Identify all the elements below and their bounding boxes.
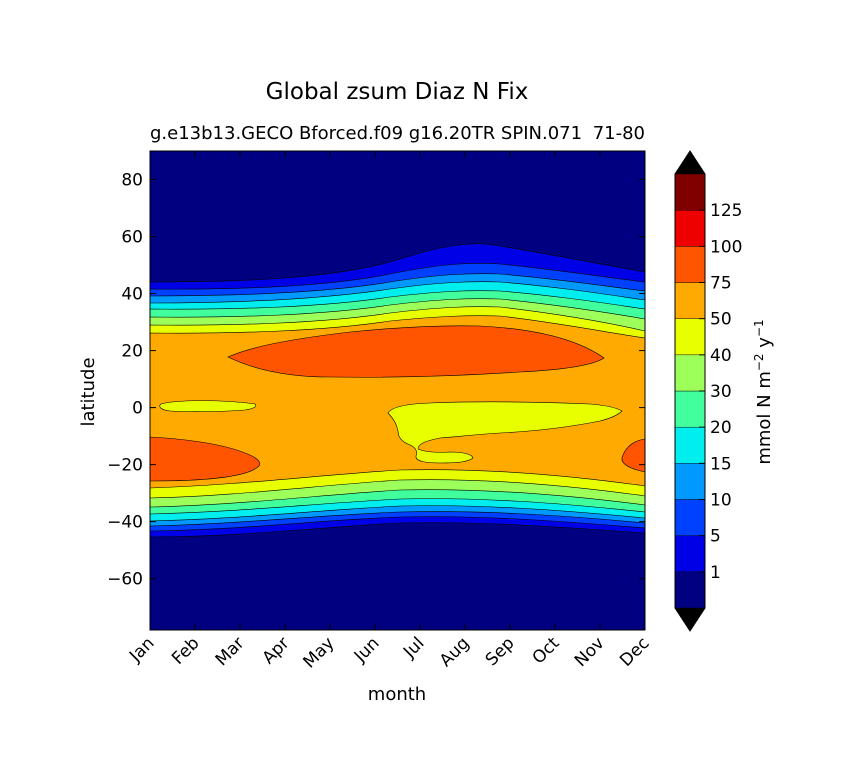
colorbar-segment	[674, 318, 706, 356]
colorbar-segment	[674, 571, 706, 609]
colorbar-tick-label: 10	[710, 491, 732, 511]
colorbar-tick-label: 40	[710, 346, 732, 366]
y-tick-label: −60	[107, 570, 143, 590]
colorbar-label-exp2: −1	[752, 319, 766, 337]
y-tick-label: 60	[121, 228, 143, 248]
contour-band-75-south-east	[621, 438, 645, 473]
colorbar-outline	[674, 150, 706, 632]
y-tick-label: 20	[121, 342, 143, 362]
x-tick-label: Jan	[125, 633, 158, 666]
y-tick-label: 80	[121, 171, 143, 191]
y-tick-label: −20	[107, 456, 143, 476]
y-axis-label: latitude	[78, 357, 99, 426]
x-tick-label: Sep	[482, 633, 519, 670]
contour-band-40-east-equator	[387, 401, 623, 464]
x-tick-label: Feb	[168, 633, 203, 668]
colorbar-segment	[674, 535, 706, 573]
colorbar-segment	[674, 426, 706, 464]
colorbar-label-main: mmol N m	[754, 371, 775, 465]
colorbar-label: mmol N m−2 y−1	[752, 319, 775, 464]
chart-subtitle-left: g.e13b13.GECO Bforced.f09 g16.20TR SPIN.…	[150, 123, 582, 144]
x-tick-label: Oct	[529, 633, 564, 668]
y-tick-label: 40	[121, 285, 143, 305]
colorbar-tick-label: 50	[710, 310, 732, 330]
colorbar-tick-label: 100	[710, 237, 742, 257]
x-tick-label: May	[300, 633, 339, 672]
x-axis-label: month	[368, 684, 426, 705]
contour-band-75-south-west	[150, 436, 261, 482]
colorbar-segment	[674, 499, 706, 536]
colorbar-tick-label: 1	[710, 563, 721, 583]
colorbar-segment	[674, 246, 706, 283]
x-tick-label: Apr	[259, 633, 294, 668]
colorbar-tick-label: 15	[710, 454, 732, 474]
y-axis: 80 60 40 20 0 −20 −40 −60	[107, 171, 645, 590]
colorbar-segment	[674, 390, 706, 428]
plot-area	[150, 151, 645, 630]
colorbar-segment	[674, 354, 706, 392]
contour-band-40-west-equator	[159, 400, 257, 412]
x-tick-label: Jun	[350, 633, 384, 667]
contour-band-75-north	[227, 325, 605, 378]
x-tick-label: Jul	[399, 633, 428, 662]
colorbar-segment	[674, 209, 706, 247]
x-tick-label: Dec	[616, 633, 653, 670]
colorbar-tick-label: 5	[710, 527, 721, 547]
colorbar-extend-bottom	[675, 608, 705, 631]
y-tick-label: −40	[107, 513, 143, 533]
colorbar-tick-label: 125	[710, 201, 742, 221]
x-tick-label: Nov	[571, 633, 609, 671]
colorbar-tick-label: 30	[710, 382, 732, 402]
colorbar-tick-label: 20	[710, 418, 732, 438]
colorbar-segment	[674, 463, 706, 500]
x-tick-label: Mar	[212, 633, 249, 670]
chart-title: Global zsum Diaz N Fix	[266, 79, 529, 105]
colorbar-tick-label: 75	[710, 274, 732, 294]
y-tick-label: 0	[132, 399, 143, 419]
colorbar-extend-top	[675, 151, 705, 174]
chart-subtitle-right: 71-80	[593, 123, 645, 144]
colorbar-label-exp1: −2	[752, 353, 766, 371]
colorbar-label-mid: y	[754, 337, 775, 354]
plot-frame	[149, 150, 646, 631]
colorbar-segment	[674, 282, 706, 319]
x-tick-label: Aug	[436, 633, 474, 671]
colorbar-segment	[674, 173, 706, 211]
